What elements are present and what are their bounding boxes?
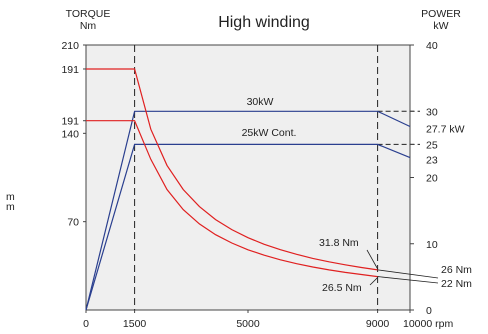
left-tick-label: 140 <box>61 128 79 140</box>
right-axis-label: POWER <box>421 8 461 20</box>
annotation-layer: 30kW 25kW Cont. 31.8 Nm 26.5 Nm 26 Nm 22 Nm <box>242 96 473 294</box>
leader-line <box>366 249 378 270</box>
series-layer <box>85 68 411 311</box>
left-axis-label: TORQUE <box>66 8 111 20</box>
annotation-label: 30kW <box>247 96 274 108</box>
right-tick-label: 23 <box>426 155 438 167</box>
right-tick-label: 27.7 kW <box>426 123 465 135</box>
power-curve-0 <box>85 110 411 311</box>
fragment-label: m <box>6 191 15 203</box>
fragment-label: m <box>6 201 15 213</box>
right-tick-label: 40 <box>426 40 438 52</box>
x-tick-label: 5000 <box>236 318 260 330</box>
ticks-layer: 0 1500 5000 9000 10000 rpm210191140701914030… <box>61 40 464 330</box>
right-tick-label: 25 <box>426 139 438 151</box>
left-tick-label: 191 <box>61 64 79 76</box>
left-axis-unit: Nm <box>80 20 97 32</box>
left-tick-label: 210 <box>61 40 79 52</box>
x-tick-label: 10000 rpm <box>403 318 453 330</box>
left-tick-label: 191 <box>61 116 79 128</box>
leader-line <box>377 269 439 279</box>
right-tick-label: 20 <box>426 173 438 185</box>
leader-line <box>369 277 378 286</box>
annotation-label: 31.8 Nm <box>319 237 359 249</box>
chart-title: High winding <box>218 14 310 31</box>
right-tick-label: 30 <box>426 106 438 118</box>
leader-line <box>377 276 439 284</box>
labels-layer: High winding TORQUE Nm POWER kW m m <box>6 8 461 213</box>
right-tick-label: 10 <box>426 239 438 251</box>
annotation-label: 26.5 Nm <box>322 282 362 294</box>
right-axis-unit: kW <box>433 20 448 32</box>
annotation-label: 25kW Cont. <box>242 127 297 139</box>
x-tick-label: 1500 <box>123 318 147 330</box>
annotation-label: 26 Nm <box>441 264 472 276</box>
torque-curve-2 <box>86 68 378 271</box>
right-tick-label: 0 <box>426 305 432 317</box>
x-tick-label: 0 <box>83 318 89 330</box>
annotation-label: 22 Nm <box>441 278 472 290</box>
left-tick-label: 70 <box>67 217 79 229</box>
power-curve-1 <box>85 143 411 311</box>
x-tick-label: 9000 <box>366 318 390 330</box>
torque-curve-3 <box>86 120 378 278</box>
